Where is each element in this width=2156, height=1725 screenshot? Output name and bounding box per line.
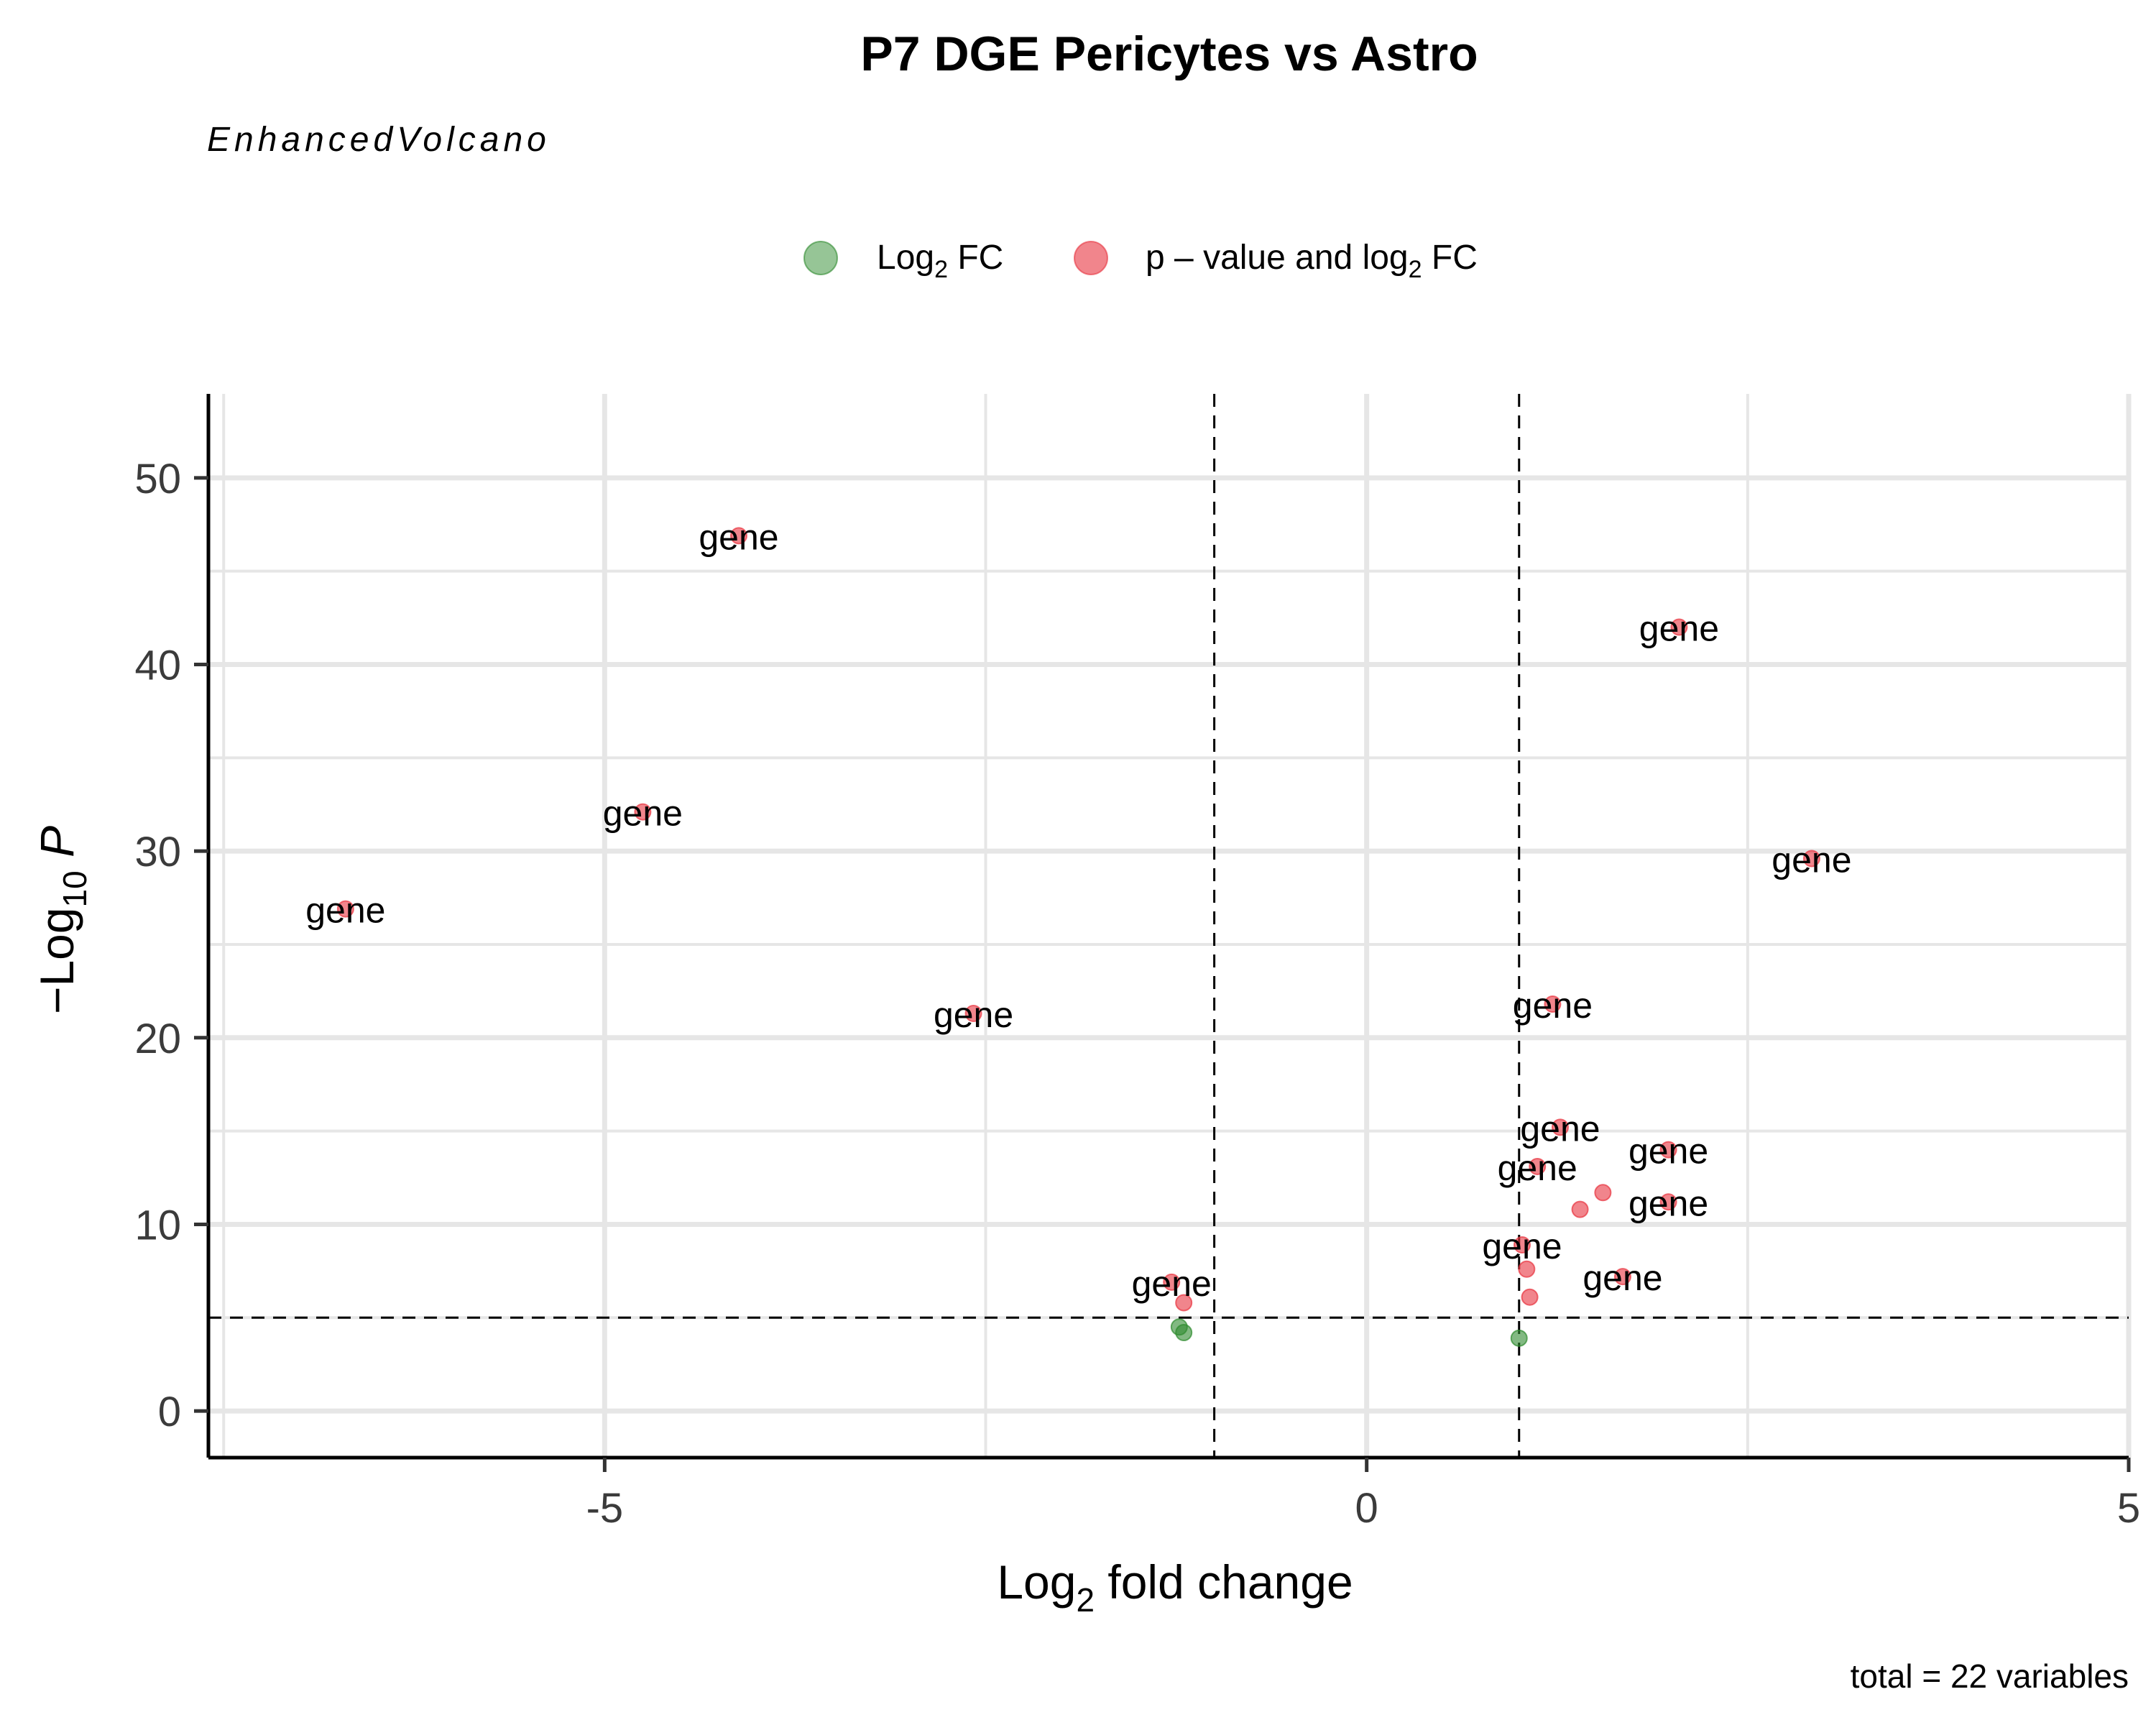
point-label: gene — [1583, 1258, 1662, 1298]
legend: Log2 FC p – value and log2 FC — [803, 239, 1478, 283]
y-tick-label: 40 — [134, 642, 181, 689]
point-label: gene — [1498, 1148, 1577, 1188]
x-axis-title-part-a: Log — [997, 1555, 1076, 1609]
data-point — [1510, 1329, 1528, 1347]
y-tick-label: 10 — [134, 1202, 181, 1248]
point-label: gene — [934, 995, 1013, 1035]
point-label: gene — [699, 517, 778, 557]
legend-log2fc-part-a: Log — [877, 239, 934, 277]
point-label: gene — [1639, 609, 1719, 649]
data-point — [1529, 1157, 1547, 1175]
data-point — [1571, 1200, 1589, 1218]
point-label: gene — [1772, 840, 1851, 880]
y-tick-label: 20 — [134, 1016, 181, 1062]
chart-title: P7 DGE Pericytes vs Astro — [860, 27, 1478, 81]
x-axis-title-part-b: fold change — [1095, 1555, 1353, 1609]
data-point — [1521, 1288, 1539, 1306]
data-point — [336, 900, 354, 918]
legend-marker-log2fc — [803, 241, 838, 275]
x-tick-label: 0 — [1355, 1485, 1378, 1532]
x-axis-title: Log2 fold change — [997, 1555, 1353, 1619]
legend-log2fc-part-b: FC — [948, 239, 1003, 277]
data-point — [1659, 1193, 1677, 1211]
data-points — [336, 527, 1820, 1347]
cutoff-lines — [208, 394, 2129, 1458]
y-axis-title-part-sub: 10 — [56, 870, 93, 907]
legend-pvalue-part-a: p – value and log — [1146, 239, 1409, 277]
x-tick-label: 5 — [2117, 1485, 2140, 1532]
x-axis-title-part-sub: 2 — [1076, 1581, 1095, 1619]
y-tick-label: 50 — [134, 456, 181, 502]
legend-label-pvalue-log2fc: p – value and log2 FC — [1146, 239, 1478, 283]
point-label: gene — [305, 891, 385, 931]
point-label: gene — [1132, 1264, 1212, 1304]
chart-caption: total = 22 variables — [1851, 1657, 2129, 1695]
point-label: gene — [1513, 985, 1593, 1026]
data-point — [1518, 1260, 1536, 1278]
point-label: gene — [1628, 1183, 1708, 1223]
point-label: gene — [1628, 1131, 1708, 1172]
data-point — [729, 527, 747, 545]
legend-label-log2fc: Log2 FC — [877, 239, 1003, 283]
legend-pvalue-part-sub: 2 — [1409, 256, 1422, 283]
legend-marker-pvalue-log2fc — [1074, 241, 1108, 275]
y-axis-title-part-a: −Log — [30, 907, 83, 1014]
point-label: gene — [1482, 1226, 1562, 1266]
point-label: gene — [603, 794, 683, 834]
data-point — [964, 1005, 982, 1023]
y-tick-label: 30 — [134, 829, 181, 875]
point-label: gene — [1520, 1108, 1600, 1149]
legend-log2fc-part-sub: 2 — [934, 256, 948, 283]
data-point — [1513, 1236, 1531, 1254]
data-point — [1613, 1268, 1631, 1286]
data-point — [1175, 1294, 1193, 1312]
y-axis-title: −Log10 P — [30, 826, 93, 1014]
data-point — [1802, 850, 1820, 868]
chart-subtitle: EnhancedVolcano — [207, 121, 550, 159]
y-axis-title-part-b: P — [30, 826, 83, 870]
data-point — [1659, 1141, 1677, 1159]
data-point — [1544, 995, 1562, 1013]
data-point — [634, 803, 652, 821]
y-tick-label: 0 — [158, 1389, 181, 1435]
data-point — [1594, 1184, 1612, 1202]
data-point — [1163, 1273, 1181, 1291]
legend-pvalue-part-b: FC — [1422, 239, 1478, 277]
data-point — [1175, 1324, 1193, 1342]
x-tick-label: -5 — [586, 1485, 624, 1532]
data-point — [1552, 1118, 1570, 1136]
data-point — [1670, 618, 1688, 636]
grid — [208, 394, 2132, 1458]
